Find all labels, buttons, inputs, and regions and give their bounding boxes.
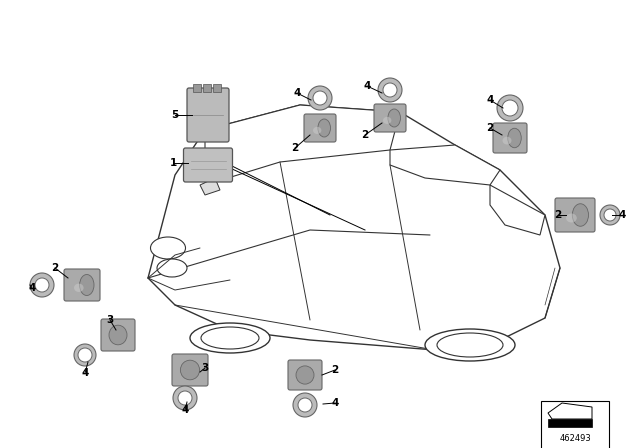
Polygon shape: [148, 105, 560, 350]
Text: 1: 1: [170, 158, 177, 168]
Text: 2: 2: [362, 130, 369, 140]
Ellipse shape: [566, 214, 577, 223]
FancyBboxPatch shape: [493, 123, 527, 153]
Ellipse shape: [600, 205, 620, 225]
Text: 2: 2: [291, 143, 299, 153]
FancyBboxPatch shape: [187, 88, 229, 142]
Text: 3: 3: [106, 315, 114, 325]
Ellipse shape: [293, 393, 317, 417]
Ellipse shape: [313, 91, 327, 105]
Ellipse shape: [78, 348, 92, 362]
Ellipse shape: [502, 137, 511, 145]
FancyBboxPatch shape: [184, 148, 232, 182]
Text: 4: 4: [486, 95, 493, 105]
Bar: [213, 84, 221, 92]
Ellipse shape: [150, 237, 186, 259]
Ellipse shape: [298, 398, 312, 412]
Ellipse shape: [173, 386, 197, 410]
Ellipse shape: [30, 273, 54, 297]
Ellipse shape: [74, 284, 84, 292]
Bar: [193, 84, 201, 92]
Polygon shape: [200, 178, 220, 195]
Ellipse shape: [180, 360, 200, 380]
Bar: [541, 401, 609, 448]
Polygon shape: [205, 105, 400, 185]
FancyBboxPatch shape: [64, 269, 100, 301]
Ellipse shape: [437, 333, 503, 357]
Ellipse shape: [313, 127, 321, 134]
Text: 2: 2: [332, 365, 339, 375]
Ellipse shape: [190, 323, 270, 353]
FancyBboxPatch shape: [172, 354, 208, 386]
Text: 4: 4: [332, 398, 339, 408]
Text: 2: 2: [51, 263, 59, 273]
Ellipse shape: [74, 344, 96, 366]
Text: 2: 2: [554, 210, 562, 220]
Text: 4: 4: [81, 368, 89, 378]
Ellipse shape: [318, 119, 330, 137]
Ellipse shape: [497, 95, 523, 121]
Text: 4: 4: [364, 81, 371, 91]
FancyBboxPatch shape: [374, 104, 406, 132]
Text: 3: 3: [202, 363, 209, 373]
Ellipse shape: [508, 128, 521, 148]
FancyBboxPatch shape: [304, 114, 336, 142]
Ellipse shape: [308, 86, 332, 110]
FancyBboxPatch shape: [288, 360, 322, 390]
Ellipse shape: [383, 83, 397, 97]
Ellipse shape: [383, 117, 392, 124]
Text: 4: 4: [618, 210, 626, 220]
Ellipse shape: [604, 209, 616, 221]
Ellipse shape: [502, 100, 518, 116]
Ellipse shape: [79, 275, 94, 296]
Text: 5: 5: [172, 110, 179, 120]
Ellipse shape: [109, 325, 127, 345]
Polygon shape: [490, 185, 545, 235]
Ellipse shape: [425, 329, 515, 361]
Ellipse shape: [378, 78, 402, 102]
Polygon shape: [390, 145, 500, 185]
Ellipse shape: [178, 391, 192, 405]
Ellipse shape: [572, 204, 589, 226]
Ellipse shape: [388, 109, 401, 127]
Text: 2: 2: [486, 123, 493, 133]
Ellipse shape: [201, 327, 259, 349]
Ellipse shape: [296, 366, 314, 384]
Text: 4: 4: [28, 283, 36, 293]
Polygon shape: [548, 403, 592, 419]
Ellipse shape: [35, 278, 49, 292]
FancyBboxPatch shape: [555, 198, 595, 232]
Text: 4: 4: [181, 405, 189, 415]
Text: 462493: 462493: [559, 434, 591, 443]
FancyBboxPatch shape: [101, 319, 135, 351]
Text: 4: 4: [293, 88, 301, 98]
Bar: [548, 419, 592, 427]
Ellipse shape: [157, 259, 187, 277]
Bar: [203, 84, 211, 92]
